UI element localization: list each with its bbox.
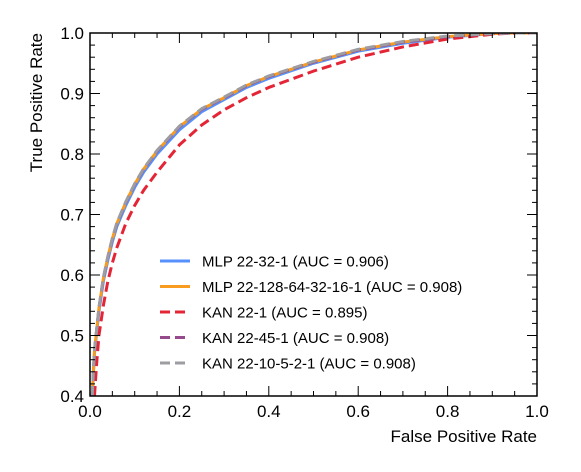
series-layer: [90, 33, 537, 396]
legend-label: KAN 22-1 (AUC = 0.895): [202, 305, 368, 322]
x-tick-label: 0.4: [257, 402, 281, 421]
y-tick-label: 0.5: [60, 327, 84, 346]
legend-label: MLP 22-32-1 (AUC = 0.906): [202, 254, 389, 271]
ticks-layer: 0.0 0.2 0.4 0.6 0.8 1.0 0.4 0.5 0.6 0.7 0.8 0.9 1.0: [60, 24, 548, 421]
y-axis-label: True Positive Rate: [27, 33, 46, 172]
x-axis-label: False Positive Rate: [391, 427, 537, 446]
x-tick-label: 0.0: [78, 402, 102, 421]
y-tick-label: 0.4: [60, 387, 84, 406]
legend-label: KAN 22-45-1 (AUC = 0.908): [202, 330, 389, 347]
y-tick-label: 1.0: [60, 24, 84, 43]
series-line-3: [92, 33, 537, 396]
series-line-5: [90, 33, 537, 396]
legend-label: MLP 22-128-64-32-16-1 (AUC = 0.908): [202, 279, 462, 296]
y-tick-label: 0.9: [60, 85, 84, 104]
legend-label: KAN 22-10-5-2-1 (AUC = 0.908): [202, 356, 416, 373]
x-tick-label: 0.8: [436, 402, 460, 421]
legend: MLP 22-32-1 (AUC = 0.906) MLP 22-128-64-3…: [160, 254, 462, 373]
y-tick-label: 0.6: [60, 266, 84, 285]
x-tick-label: 0.2: [168, 402, 192, 421]
y-tick-label: 0.7: [60, 206, 84, 225]
y-tick-label: 0.8: [60, 145, 84, 164]
x-tick-label: 1.0: [525, 402, 549, 421]
x-tick-label: 0.6: [346, 402, 370, 421]
